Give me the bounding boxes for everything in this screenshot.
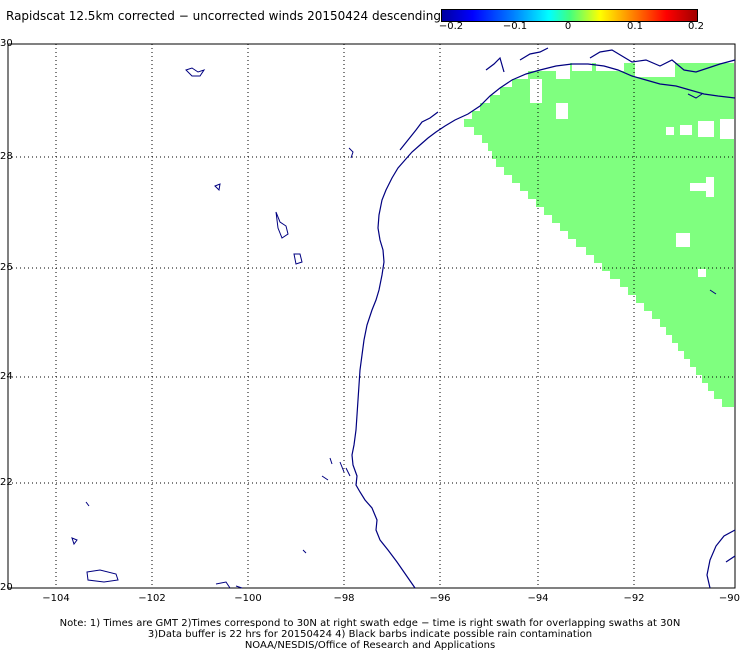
swath-row [602, 263, 734, 271]
swath-gaps [530, 63, 740, 277]
lat-label: 20 [0, 582, 13, 593]
lon-label: −98 [333, 593, 355, 604]
swath-row [690, 359, 734, 367]
swath-row [672, 335, 734, 343]
swath-row [576, 239, 734, 247]
lon-label: −92 [623, 593, 645, 604]
swath-row [708, 383, 734, 391]
lat-label: 22 [0, 477, 13, 488]
swath-row [474, 127, 734, 135]
plot-frame [7, 43, 736, 589]
lat-label: 24 [0, 371, 13, 382]
swath-row [636, 295, 734, 303]
colorbar-tick: −0.1 [502, 21, 528, 32]
swath-row [552, 215, 734, 223]
swath-row [586, 247, 734, 255]
swath-row [488, 143, 734, 151]
colorbar-tick: 0.1 [627, 21, 643, 32]
swath-row [482, 135, 734, 143]
footnote-line-1: Note: 1) Times are GMT 2)Times correspon… [59, 618, 681, 629]
colorbar-tick: 0.2 [688, 21, 704, 32]
swath-row [480, 103, 734, 111]
swath-row [696, 367, 734, 375]
swath-row [610, 271, 734, 279]
lon-label: −102 [138, 593, 166, 604]
swath-row [666, 327, 734, 335]
lat-label: 26 [0, 262, 13, 273]
swath-row [472, 111, 734, 119]
swath-row [644, 303, 734, 311]
swath-row [500, 87, 734, 95]
lon-label: −90 [718, 593, 740, 604]
lon-label: −100 [234, 593, 262, 604]
swath-row [504, 167, 734, 175]
lat-label: 28 [0, 151, 13, 162]
footnote-line-2: 3)Data buffer is 22 hrs for 20150424 4) … [147, 629, 593, 640]
swath-row [652, 311, 734, 319]
colorbar-tick: −0.2 [438, 21, 464, 32]
swath-row [490, 95, 734, 103]
islands [71, 67, 717, 589]
wind-difference-swath [464, 63, 734, 407]
swath-row [702, 375, 734, 383]
colorbar-tick: 0 [564, 21, 572, 32]
footnote-line-3: NOAA/NESDIS/Office of Research and Appli… [244, 640, 496, 651]
swath-row [528, 191, 734, 199]
swath-row [722, 399, 734, 407]
swath-row [536, 199, 734, 207]
lon-label: −104 [42, 593, 70, 604]
lon-label: −94 [527, 593, 549, 604]
swath-row [660, 319, 734, 327]
swath-row [512, 175, 734, 183]
swath-row [628, 287, 734, 295]
graticule [12, 44, 735, 588]
lat-label: 30 [0, 38, 13, 49]
swath-row [496, 159, 734, 167]
swath-row [544, 207, 734, 215]
colorbar [441, 9, 698, 22]
swath-row [520, 183, 734, 191]
swath-row [560, 223, 734, 231]
lon-label: −96 [429, 593, 451, 604]
coastline [351, 47, 736, 589]
swath-row [568, 231, 734, 239]
swath-row [492, 151, 734, 159]
swath-row [714, 391, 734, 399]
map-title: Rapidscat 12.5km corrected − uncorrected… [6, 9, 441, 23]
swath-row [464, 119, 734, 127]
swath-row [678, 343, 734, 351]
swath-row [512, 79, 734, 87]
swath-row [620, 279, 734, 287]
swath-row [594, 255, 734, 263]
swath-row [684, 351, 734, 359]
